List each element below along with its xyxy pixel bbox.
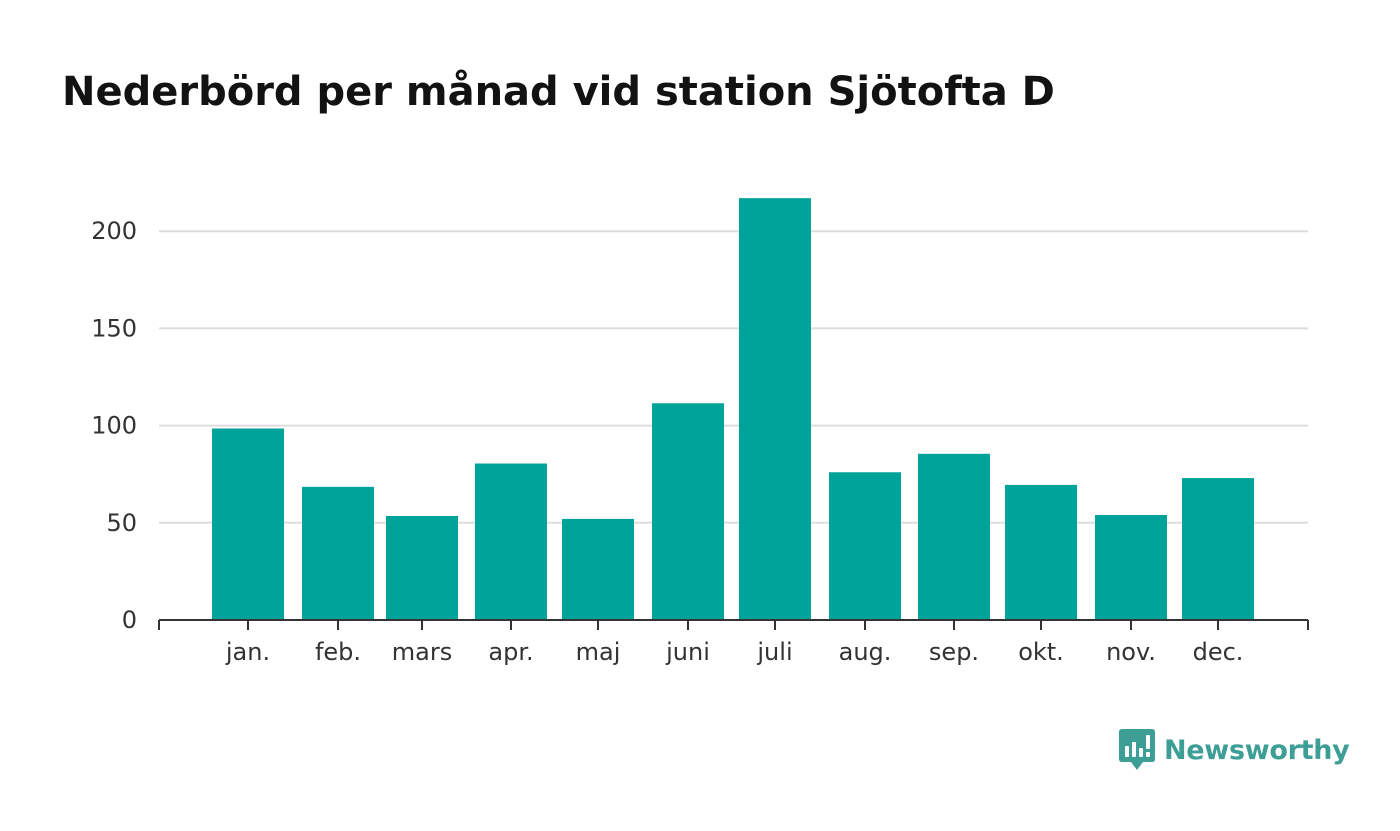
x-tick-label: dec. bbox=[1193, 638, 1244, 666]
bar bbox=[1095, 515, 1167, 620]
newsworthy-brand: Newsworthy bbox=[1118, 727, 1350, 773]
x-tick-label: okt. bbox=[1018, 638, 1064, 666]
x-tick-label: maj bbox=[576, 638, 621, 666]
bar bbox=[302, 486, 374, 620]
chart-title: Nederbörd per månad vid station Sjötofta… bbox=[62, 69, 1055, 115]
x-axis-tick-labels: jan. feb. mars apr. maj juni juli aug. sep. okt. n… bbox=[225, 638, 1244, 666]
x-axis bbox=[158, 619, 1309, 630]
x-tick-label: aug. bbox=[839, 638, 892, 666]
x-tick-label: feb. bbox=[315, 638, 361, 666]
bar bbox=[212, 428, 284, 620]
y-tick-label: 0 bbox=[122, 606, 137, 634]
y-tick-label: 50 bbox=[106, 509, 137, 537]
bars bbox=[212, 198, 1254, 621]
bar bbox=[562, 518, 634, 620]
bar bbox=[918, 453, 990, 620]
bar bbox=[739, 198, 811, 621]
y-axis-tick-labels: 0 50 100 150 200 bbox=[91, 217, 137, 634]
bar bbox=[1182, 478, 1254, 620]
newsworthy-logo-icon bbox=[1119, 729, 1155, 770]
bar bbox=[652, 403, 724, 620]
y-tick-label: 150 bbox=[91, 314, 137, 342]
y-tick-label: 100 bbox=[91, 412, 137, 440]
bar-chart: 0 50 100 150 200 jan. feb. mars apr. maj juni juli… bbox=[91, 198, 1309, 666]
x-tick-label: mars bbox=[392, 638, 452, 666]
bar bbox=[1005, 484, 1077, 620]
grid-lines bbox=[159, 230, 1308, 524]
y-tick-label: 200 bbox=[91, 217, 137, 245]
x-tick-label: sep. bbox=[929, 638, 979, 666]
x-tick-label: apr. bbox=[488, 638, 533, 666]
bar bbox=[386, 515, 458, 620]
brand-name: Newsworthy bbox=[1164, 734, 1350, 766]
x-tick-label: jan. bbox=[225, 638, 270, 666]
bar bbox=[829, 472, 901, 620]
x-tick-label: juli bbox=[756, 638, 792, 666]
x-tick-label: juni bbox=[665, 638, 710, 666]
x-tick-label: nov. bbox=[1106, 638, 1156, 666]
bar bbox=[475, 463, 547, 620]
